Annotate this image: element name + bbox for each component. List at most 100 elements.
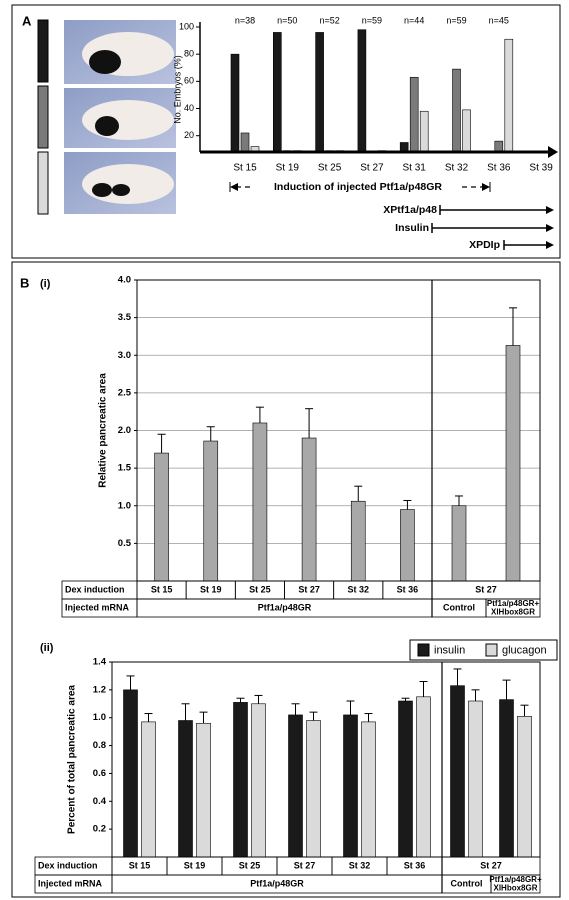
y-tick-label: 1.0: [118, 500, 131, 511]
y-tick-label: 0.5: [118, 538, 132, 549]
bar: [307, 721, 321, 858]
arrow-head: [546, 206, 554, 214]
n-label: n=38: [235, 15, 255, 25]
bar: [302, 438, 316, 581]
x-axis-arrow: [548, 146, 558, 158]
panel-label: A: [22, 13, 32, 28]
x-tick-label: St 15: [233, 163, 257, 174]
table-header: Injected mRNA: [65, 602, 130, 612]
subpanel-label: (ii): [40, 642, 54, 654]
n-label: n=45: [489, 15, 509, 25]
embryo-images: [64, 20, 176, 214]
bar: [241, 133, 249, 152]
bar: [505, 39, 513, 152]
y-tick-label: 80: [184, 49, 194, 59]
bar: [142, 722, 156, 857]
table-cell-text: St 27: [298, 584, 320, 594]
table-cell-text: St 19: [200, 584, 222, 594]
arrow-head: [230, 183, 238, 191]
table-cell-text: St 25: [249, 584, 271, 594]
y-tick-label: 3.5: [118, 312, 132, 323]
y-axis-label: Relative pancreatic area: [98, 373, 109, 488]
y-tick-label: 1.0: [93, 712, 106, 723]
panel-label: B: [20, 275, 29, 290]
annotation: Insulin: [395, 222, 429, 234]
page: {"chart_data": [ {"type": "bar", "panel_…: [0, 0, 569, 900]
embryo: [82, 164, 174, 204]
stain: [92, 183, 112, 197]
bar: [351, 501, 365, 581]
subpanel-label: (i): [40, 278, 51, 290]
n-label: n=44: [404, 15, 424, 25]
legend-label: insulin: [434, 644, 465, 656]
y-tick-label: 40: [184, 103, 194, 113]
bar: [417, 697, 431, 857]
y-axis-label: Percent of total pancreatic area: [67, 685, 78, 834]
y-axis-label: No. Embryos (%): [172, 55, 182, 124]
arrow-head: [546, 241, 554, 249]
stain: [95, 116, 119, 136]
figure: ANo. Embryos (%)20406080100St 15n=38St 1…: [0, 0, 569, 900]
table-cell-text: Control: [443, 602, 475, 612]
table-cell-text: XlHbox8GR: [493, 883, 537, 892]
y-tick-label: 60: [184, 76, 194, 86]
stain: [112, 184, 130, 196]
x-tick-label: St 32: [445, 163, 469, 174]
bar: [453, 69, 461, 152]
table-cell-text: St 36: [404, 860, 426, 870]
legend-swatch: [418, 644, 429, 656]
bar: [179, 721, 193, 858]
table-cell-text: St 15: [129, 860, 151, 870]
annotation: Induction of injected Ptf1a/p48GR: [274, 181, 442, 193]
arrow-head: [482, 183, 490, 191]
bar: [289, 715, 303, 857]
y-tick-label: 100: [179, 21, 194, 31]
n-label: n=50: [277, 15, 297, 25]
bar: [451, 686, 465, 857]
table-cell-text: St 27: [475, 584, 497, 594]
x-tick-label: St 19: [276, 163, 300, 174]
y-tick-label: 1.4: [93, 657, 107, 668]
key-swatch: [38, 86, 48, 148]
table-cell-text: St 19: [184, 860, 206, 870]
bar: [204, 441, 218, 581]
table-cell-text: St 15: [151, 584, 173, 594]
bar: [506, 345, 520, 581]
bar: [500, 700, 514, 857]
y-tick-label: 0.2: [93, 824, 106, 835]
bar: [495, 141, 503, 152]
table-cell-text: St 25: [239, 860, 261, 870]
bar: [252, 704, 266, 857]
table-cell-text: XlHbox8GR: [491, 607, 535, 616]
bar: [124, 690, 138, 857]
bar: [231, 54, 239, 152]
table-cell-text: St 32: [347, 584, 369, 594]
n-label: n=52: [319, 15, 339, 25]
y-tick-label: 1.2: [93, 684, 106, 695]
legend-swatch: [486, 644, 497, 656]
bar: [469, 701, 483, 857]
y-tick-label: 0.4: [93, 796, 107, 807]
bar: [316, 32, 324, 152]
bar: [358, 30, 366, 152]
y-tick-label: 0.8: [93, 740, 106, 751]
annotation: XPtf1a/p48: [383, 204, 437, 216]
bar: [155, 453, 169, 581]
bar: [452, 506, 466, 581]
legend-label: glucagon: [502, 644, 547, 656]
bar: [518, 716, 532, 857]
table-cell-text: Ptf1a/p48GR: [258, 602, 312, 612]
table-cell-text: St 32: [349, 860, 371, 870]
table-cell-text: St 36: [397, 584, 419, 594]
key-swatch: [38, 20, 48, 82]
stain: [89, 50, 121, 74]
bar: [400, 510, 414, 581]
x-tick-label: St 31: [403, 163, 427, 174]
annotation: XPDIp: [469, 239, 500, 251]
y-tick-label: 1.5: [118, 463, 132, 474]
y-tick-label: 4.0: [118, 275, 131, 286]
embryo: [82, 100, 174, 140]
table-header: Dex induction: [38, 860, 98, 870]
bar: [234, 702, 248, 857]
x-tick-label: St 25: [318, 163, 342, 174]
